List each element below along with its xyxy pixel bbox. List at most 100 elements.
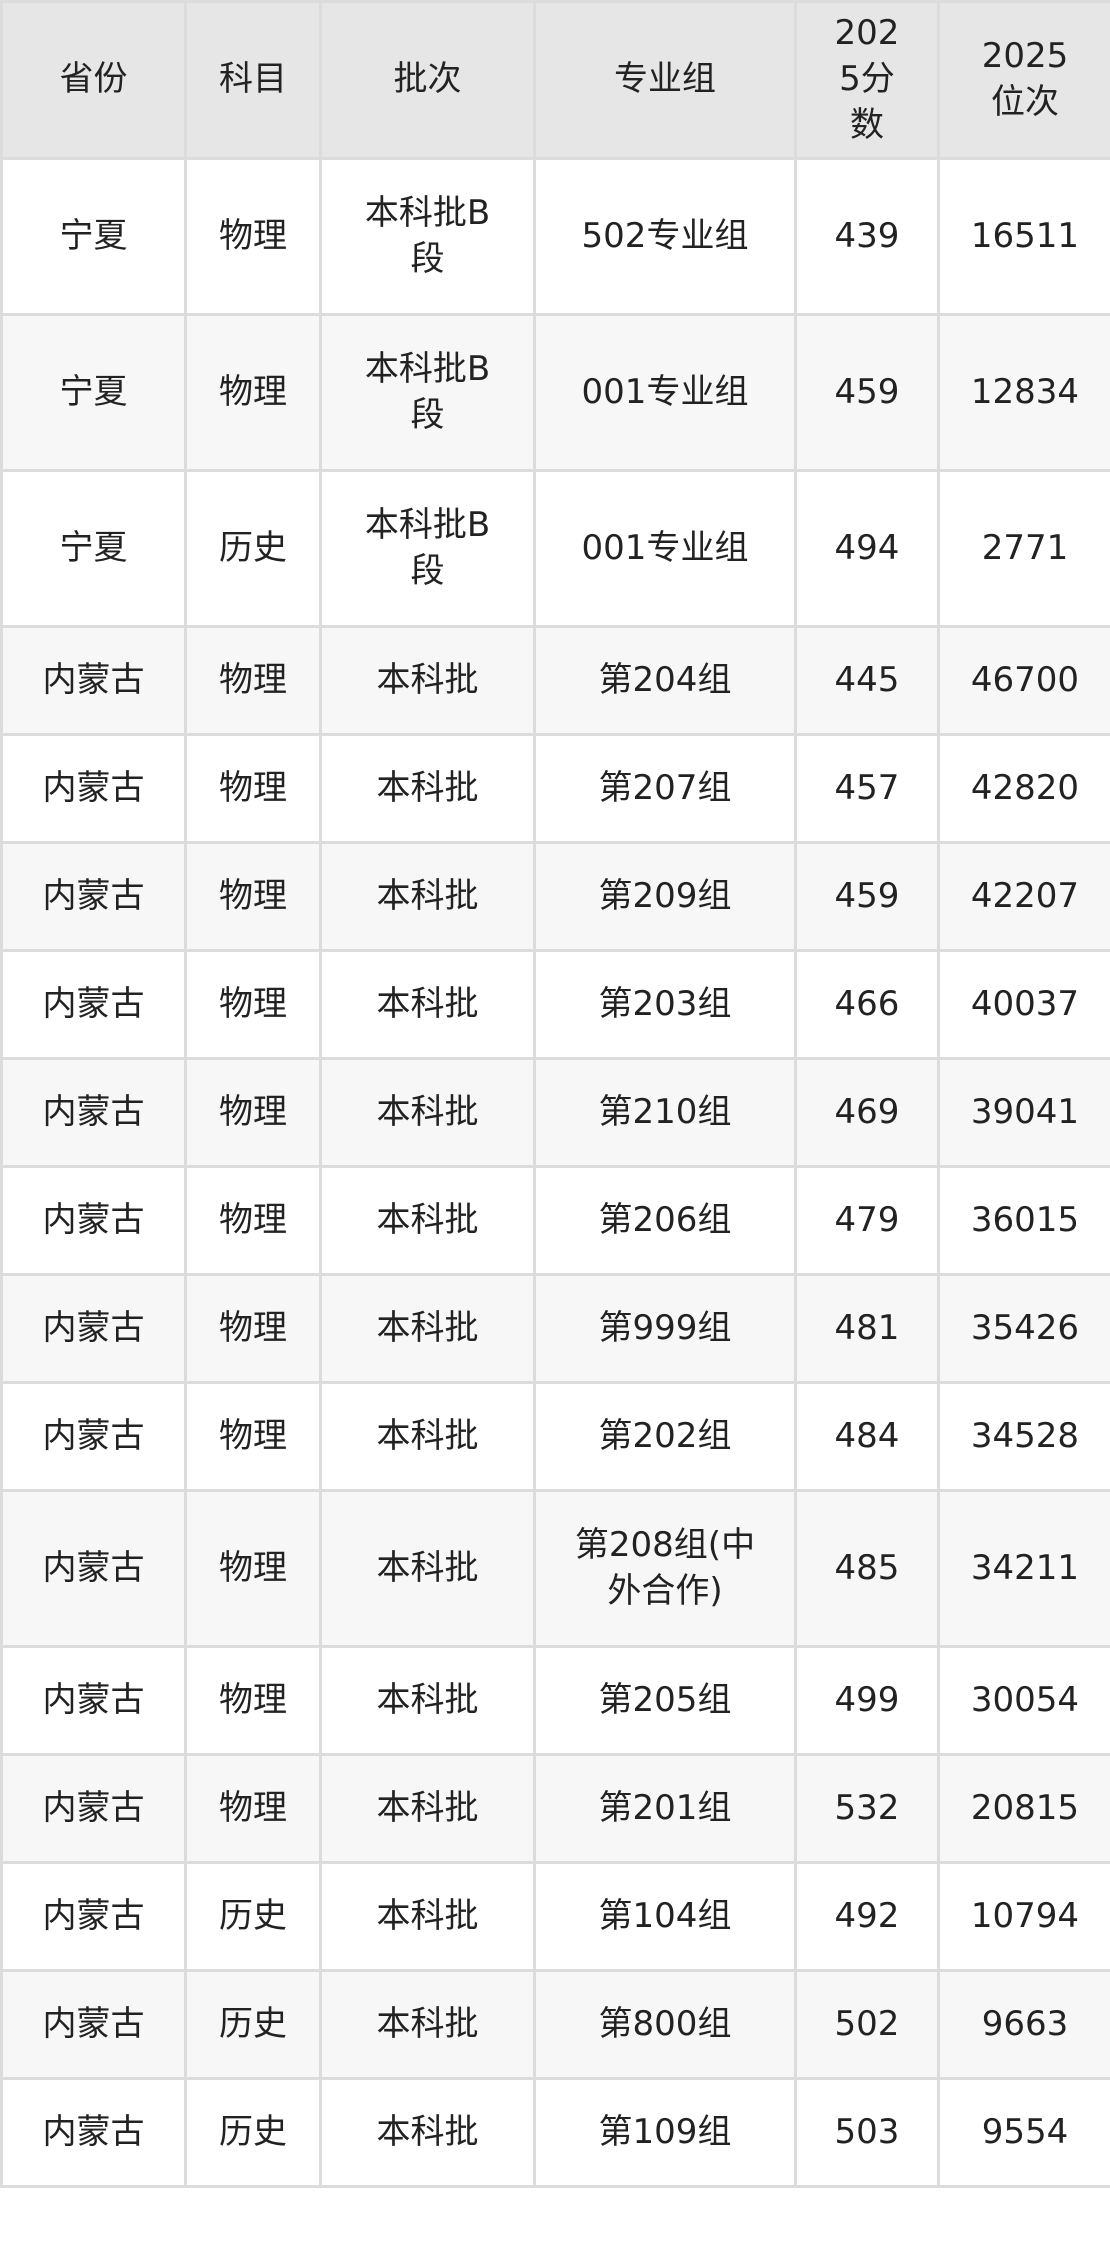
batch-cell: 本科批 — [319, 1753, 536, 1864]
table-row: 内蒙古 物理 本科批 第999组 481 35426 — [0, 1273, 1110, 1384]
major-group-cell: 第202组 — [533, 1381, 797, 1492]
province-cell: 内蒙古 — [0, 1165, 187, 1276]
header-subject: 科目 — [184, 0, 322, 160]
subject-cell: 物理 — [184, 313, 322, 472]
table-row: 宁夏 历史 本科批B段 001专业组 494 2771 — [0, 469, 1110, 628]
rank-cell: 9554 — [937, 2077, 1110, 2188]
batch-cell: 本科批 — [319, 1165, 536, 1276]
batch-cell: 本科批 — [319, 841, 536, 952]
table-row: 内蒙古 历史 本科批 第104组 492 10794 — [0, 1861, 1110, 1972]
province-cell: 内蒙古 — [0, 625, 187, 736]
subject-cell: 物理 — [184, 1165, 322, 1276]
subject-cell: 物理 — [184, 157, 322, 316]
score-cell: 479 — [794, 1165, 940, 1276]
province-cell: 内蒙古 — [0, 1381, 187, 1492]
header-province: 省份 — [0, 0, 187, 160]
major-group-cell: 第205组 — [533, 1645, 797, 1756]
rank-cell: 30054 — [937, 1645, 1110, 1756]
rank-cell: 9663 — [937, 1969, 1110, 2080]
table-row: 内蒙古 物理 本科批 第209组 459 42207 — [0, 841, 1110, 952]
rank-cell: 35426 — [937, 1273, 1110, 1384]
rank-cell: 39041 — [937, 1057, 1110, 1168]
subject-cell: 物理 — [184, 733, 322, 844]
table-row: 内蒙古 物理 本科批 第207组 457 42820 — [0, 733, 1110, 844]
major-group-cell: 第210组 — [533, 1057, 797, 1168]
subject-cell: 历史 — [184, 1861, 322, 1972]
subject-cell: 物理 — [184, 841, 322, 952]
batch-cell: 本科批 — [319, 1969, 536, 2080]
major-group-cell: 第203组 — [533, 949, 797, 1060]
table-row: 内蒙古 物理 本科批 第204组 445 46700 — [0, 625, 1110, 736]
major-group-cell: 第206组 — [533, 1165, 797, 1276]
table-row: 内蒙古 物理 本科批 第203组 466 40037 — [0, 949, 1110, 1060]
subject-cell: 历史 — [184, 469, 322, 628]
batch-cell: 本科批B段 — [319, 313, 536, 472]
major-group-cell: 第204组 — [533, 625, 797, 736]
subject-cell: 历史 — [184, 2077, 322, 2188]
subject-cell: 物理 — [184, 1057, 322, 1168]
batch-cell: 本科批B段 — [319, 469, 536, 628]
subject-cell: 物理 — [184, 949, 322, 1060]
province-cell: 内蒙古 — [0, 1753, 187, 1864]
subject-cell: 物理 — [184, 1273, 322, 1384]
rank-cell: 12834 — [937, 313, 1110, 472]
rank-cell: 36015 — [937, 1165, 1110, 1276]
province-cell: 内蒙古 — [0, 2077, 187, 2188]
score-cell: 503 — [794, 2077, 940, 2188]
score-cell: 457 — [794, 733, 940, 844]
admission-score-table: 省份 科目 批次 专业组 2025分数 2025位次 宁夏 物理 本科批B段 502专… — [0, 0, 1110, 2188]
batch-cell: 本科批 — [319, 1273, 536, 1384]
table-row: 内蒙古 历史 本科批 第109组 503 9554 — [0, 2077, 1110, 2188]
score-cell: 459 — [794, 313, 940, 472]
batch-cell: 本科批B段 — [319, 157, 536, 316]
rank-cell: 40037 — [937, 949, 1110, 1060]
major-group-cell: 第104组 — [533, 1861, 797, 1972]
province-cell: 宁夏 — [0, 313, 187, 472]
major-group-cell: 第999组 — [533, 1273, 797, 1384]
rank-cell: 16511 — [937, 157, 1110, 316]
table-row: 内蒙古 物理 本科批 第205组 499 30054 — [0, 1645, 1110, 1756]
rank-cell: 34528 — [937, 1381, 1110, 1492]
batch-cell: 本科批 — [319, 1861, 536, 1972]
province-cell: 内蒙古 — [0, 1273, 187, 1384]
table-row: 内蒙古 物理 本科批 第210组 469 39041 — [0, 1057, 1110, 1168]
score-cell: 439 — [794, 157, 940, 316]
province-cell: 内蒙古 — [0, 949, 187, 1060]
province-cell: 宁夏 — [0, 157, 187, 316]
province-cell: 内蒙古 — [0, 1645, 187, 1756]
table-row: 内蒙古 历史 本科批 第800组 502 9663 — [0, 1969, 1110, 2080]
rank-cell: 42820 — [937, 733, 1110, 844]
province-cell: 宁夏 — [0, 469, 187, 628]
score-cell: 484 — [794, 1381, 940, 1492]
province-cell: 内蒙古 — [0, 1969, 187, 2080]
table-row: 内蒙古 物理 本科批 第208组(中外合作) 485 34211 — [0, 1489, 1110, 1648]
table-row: 内蒙古 物理 本科批 第206组 479 36015 — [0, 1165, 1110, 1276]
table-row: 宁夏 物理 本科批B段 502专业组 439 16511 — [0, 157, 1110, 316]
header-row: 省份 科目 批次 专业组 2025分数 2025位次 — [0, 0, 1110, 160]
rank-cell: 10794 — [937, 1861, 1110, 1972]
table-row: 内蒙古 物理 本科批 第202组 484 34528 — [0, 1381, 1110, 1492]
subject-cell: 物理 — [184, 1381, 322, 1492]
table-row: 宁夏 物理 本科批B段 001专业组 459 12834 — [0, 313, 1110, 472]
rank-cell: 46700 — [937, 625, 1110, 736]
rank-cell: 34211 — [937, 1489, 1110, 1648]
rank-cell: 42207 — [937, 841, 1110, 952]
major-group-cell: 第208组(中外合作) — [533, 1489, 797, 1648]
major-group-cell: 001专业组 — [533, 469, 797, 628]
batch-cell: 本科批 — [319, 1381, 536, 1492]
score-cell: 481 — [794, 1273, 940, 1384]
score-cell: 532 — [794, 1753, 940, 1864]
header-major-group: 专业组 — [533, 0, 797, 160]
batch-cell: 本科批 — [319, 1489, 536, 1648]
batch-cell: 本科批 — [319, 625, 536, 736]
subject-cell: 历史 — [184, 1969, 322, 2080]
header-batch: 批次 — [319, 0, 536, 160]
score-cell: 494 — [794, 469, 940, 628]
major-group-cell: 第109组 — [533, 2077, 797, 2188]
subject-cell: 物理 — [184, 625, 322, 736]
subject-cell: 物理 — [184, 1489, 322, 1648]
score-cell: 466 — [794, 949, 940, 1060]
major-group-cell: 001专业组 — [533, 313, 797, 472]
major-group-cell: 第209组 — [533, 841, 797, 952]
major-group-cell: 502专业组 — [533, 157, 797, 316]
